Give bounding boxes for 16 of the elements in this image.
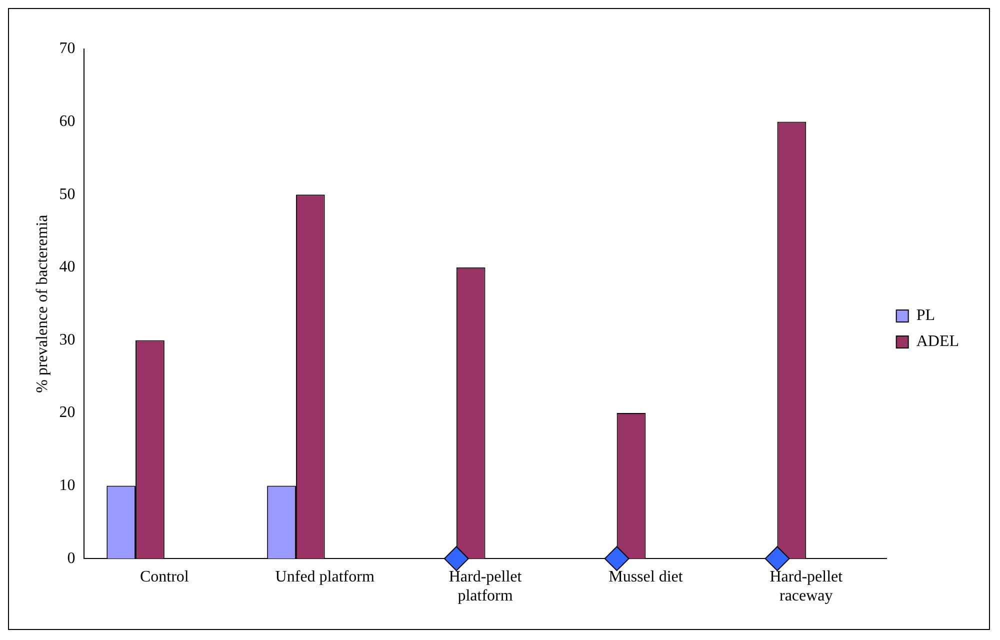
legend-label: ADEL (916, 333, 959, 350)
y-tick-label: 40 (59, 258, 76, 276)
y-tick-label: 50 (59, 186, 76, 203)
x-tick-label: Control (140, 568, 190, 586)
x-tick-label: Hard-pellet platform (448, 568, 522, 605)
legend-label: PL (916, 307, 936, 324)
y-axis-title: % prevalence of bacteremia (34, 214, 51, 393)
x-tick-label: Mussel diet (608, 568, 684, 586)
y-tick-label: 10 (59, 477, 76, 494)
x-tick-label: Unfed platform (275, 568, 375, 586)
y-tick-label: 20 (59, 404, 76, 422)
y-tick-label: 0 (67, 550, 76, 567)
y-tick-label: 60 (59, 113, 76, 130)
y-tick-label: 70 (59, 40, 76, 58)
x-tick-label: Hard-pellet raceway (770, 568, 844, 605)
y-tick-label: 30 (59, 331, 76, 348)
